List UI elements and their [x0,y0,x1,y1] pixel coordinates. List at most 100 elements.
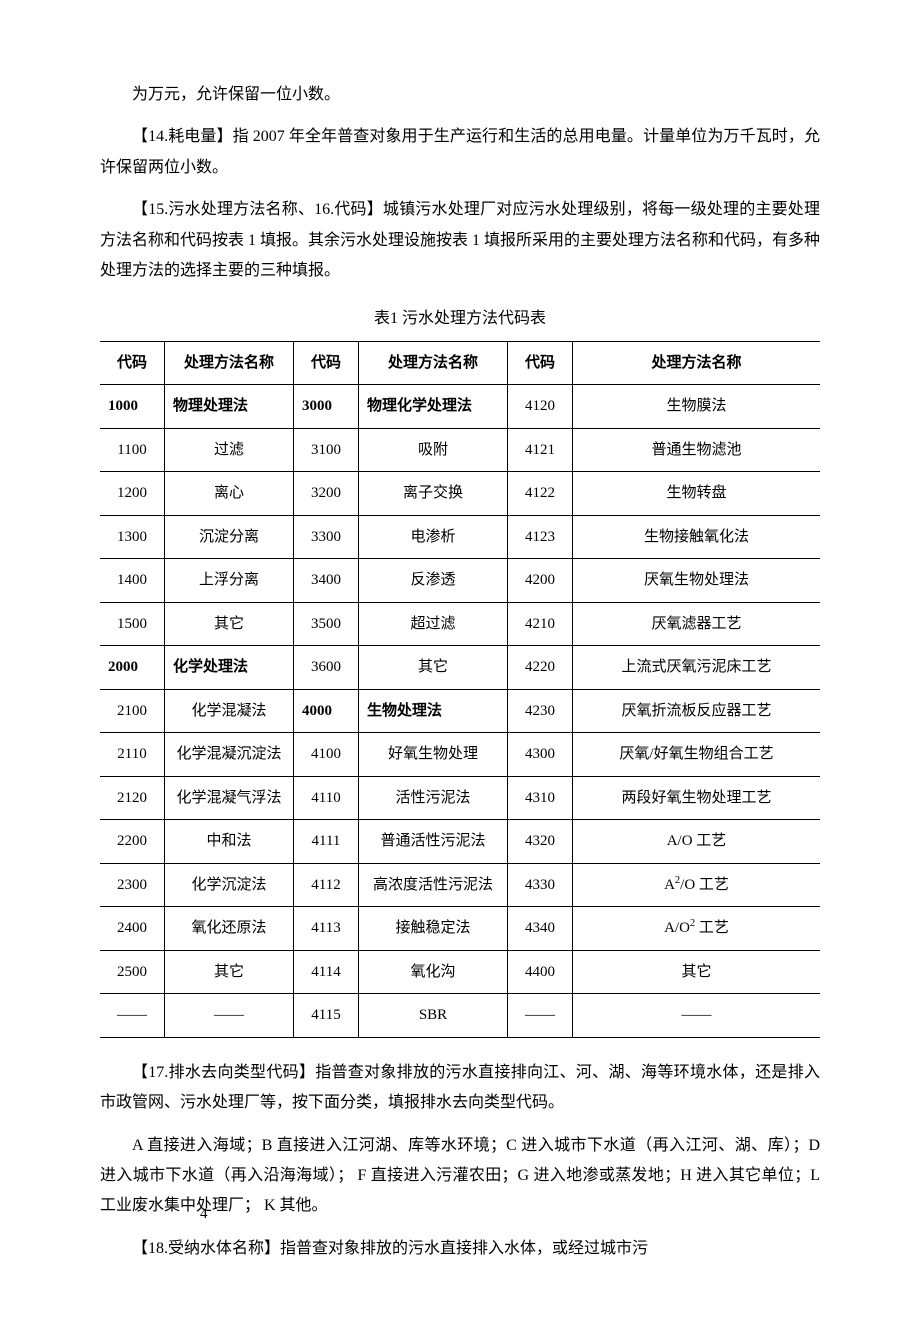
paragraph-18: 【18.受纳水体名称】指普查对象排放的污水直接排入水体，或经过城市污 [100,1234,820,1264]
table-row: 2120化学混凝气浮法4110活性污泥法4310两段好氧生物处理工艺 [100,776,820,820]
table-cell: 4230 [508,689,573,733]
table-cell: 其它 [573,950,821,994]
table-cell: 化学混凝气浮法 [165,776,294,820]
table-cell: 化学混凝法 [165,689,294,733]
table-cell: 化学处理法 [165,646,294,690]
table-cell: 生物转盘 [573,472,821,516]
table-cell: 3500 [294,602,359,646]
table-row: 2100化学混凝法4000生物处理法4230厌氧折流板反应器工艺 [100,689,820,733]
table-cell: 中和法 [165,820,294,864]
table-row: 1200离心3200离子交换4122生物转盘 [100,472,820,516]
table-title: 表1 污水处理方法代码表 [100,304,820,334]
header-code-1: 代码 [100,341,165,385]
table-cell: 沉淀分离 [165,515,294,559]
paragraph-categories: A 直接进入海域；B 直接进入江河湖、库等水环境；C 进入城市下水道（再入江河、… [100,1131,820,1222]
table-row: 2300化学沉淀法4112高浓度活性污泥法4330A2/O 工艺 [100,863,820,907]
paragraph-decimal: 为万元，允许保留一位小数。 [100,80,820,110]
table-cell: 3600 [294,646,359,690]
table-cell: 4122 [508,472,573,516]
table-row: 2000化学处理法3600其它4220上流式厌氧污泥床工艺 [100,646,820,690]
table-cell: 活性污泥法 [359,776,508,820]
table-cell: 3000 [294,385,359,429]
table-cell: 2500 [100,950,165,994]
table-cell: 2100 [100,689,165,733]
table-cell: 厌氧滤器工艺 [573,602,821,646]
table-cell: 4123 [508,515,573,559]
table-cell: 离心 [165,472,294,516]
table-cell: 4400 [508,950,573,994]
table-cell: 3300 [294,515,359,559]
table-cell: 4121 [508,428,573,472]
table-cell: 2400 [100,907,165,951]
table-cell: 电渗析 [359,515,508,559]
table-cell: 3400 [294,559,359,603]
table-cell: 1000 [100,385,165,429]
table-row: 1000物理处理法3000物理化学处理法4120生物膜法 [100,385,820,429]
table-cell: 4320 [508,820,573,864]
table-cell: 过滤 [165,428,294,472]
table-cell: 厌氧生物处理法 [573,559,821,603]
table-cell: 其它 [359,646,508,690]
table-cell: —— [100,994,165,1038]
header-name-2: 处理方法名称 [359,341,508,385]
table-cell: 3100 [294,428,359,472]
table-cell: 4300 [508,733,573,777]
table-cell: 生物膜法 [573,385,821,429]
table-row: 2110化学混凝沉淀法4100好氧生物处理4300厌氧/好氧生物组合工艺 [100,733,820,777]
table-cell: 1400 [100,559,165,603]
table-cell: A/O2 工艺 [573,907,821,951]
table-row: 2200中和法4111普通活性污泥法4320A/O 工艺 [100,820,820,864]
table-cell: 1100 [100,428,165,472]
table-cell: 2300 [100,863,165,907]
paragraph-17: 【17.排水去向类型代码】指普查对象排放的污水直接排向江、河、湖、海等环境水体，… [100,1058,820,1119]
code-table: 代码 处理方法名称 代码 处理方法名称 代码 处理方法名称 1000物理处理法3… [100,341,820,1038]
table-cell: SBR [359,994,508,1038]
table-header-row: 代码 处理方法名称 代码 处理方法名称 代码 处理方法名称 [100,341,820,385]
table-cell: 氧化沟 [359,950,508,994]
table-cell: 4220 [508,646,573,690]
table-cell: 4210 [508,602,573,646]
table-row: 2400氧化还原法4113接触稳定法4340A/O2 工艺 [100,907,820,951]
paragraph-15-16: 【15.污水处理方法名称、16.代码】城镇污水处理厂对应污水处理级别，将每一级处… [100,195,820,286]
paragraph-14: 【14.耗电量】指 2007 年全年普查对象用于生产运行和生活的总用电量。计量单… [100,122,820,183]
table-cell: 普通活性污泥法 [359,820,508,864]
table-row: ————4115SBR———— [100,994,820,1038]
table-cell: 普通生物滤池 [573,428,821,472]
table-cell: 接触稳定法 [359,907,508,951]
table-cell: 2110 [100,733,165,777]
page-number: 4 [200,1200,208,1229]
table-row: 1500其它3500超过滤4210厌氧滤器工艺 [100,602,820,646]
table-cell: 上浮分离 [165,559,294,603]
table-cell: 4112 [294,863,359,907]
table-cell: 4114 [294,950,359,994]
table-cell: —— [508,994,573,1038]
table-cell: 高浓度活性污泥法 [359,863,508,907]
table-cell: 厌氧/好氧生物组合工艺 [573,733,821,777]
table-row: 1400上浮分离3400反渗透4200厌氧生物处理法 [100,559,820,603]
table-cell: 其它 [165,602,294,646]
header-code-3: 代码 [508,341,573,385]
table-cell: 化学混凝沉淀法 [165,733,294,777]
table-cell: 离子交换 [359,472,508,516]
table-cell: 化学沉淀法 [165,863,294,907]
table-cell: 4110 [294,776,359,820]
table-cell: 物理处理法 [165,385,294,429]
table-cell: 厌氧折流板反应器工艺 [573,689,821,733]
table-cell: 4115 [294,994,359,1038]
header-name-3: 处理方法名称 [573,341,821,385]
table-cell: A2/O 工艺 [573,863,821,907]
table-row: 1300沉淀分离3300电渗析4123生物接触氧化法 [100,515,820,559]
table-cell: 4200 [508,559,573,603]
header-code-2: 代码 [294,341,359,385]
table-cell: 物理化学处理法 [359,385,508,429]
table-cell: 4111 [294,820,359,864]
table-cell: 2120 [100,776,165,820]
table-cell: 生物处理法 [359,689,508,733]
table-cell: 4330 [508,863,573,907]
table-cell: 4113 [294,907,359,951]
table-cell: 4100 [294,733,359,777]
table-cell: —— [573,994,821,1038]
table-cell: 2200 [100,820,165,864]
table-cell: 2000 [100,646,165,690]
table-cell: 两段好氧生物处理工艺 [573,776,821,820]
